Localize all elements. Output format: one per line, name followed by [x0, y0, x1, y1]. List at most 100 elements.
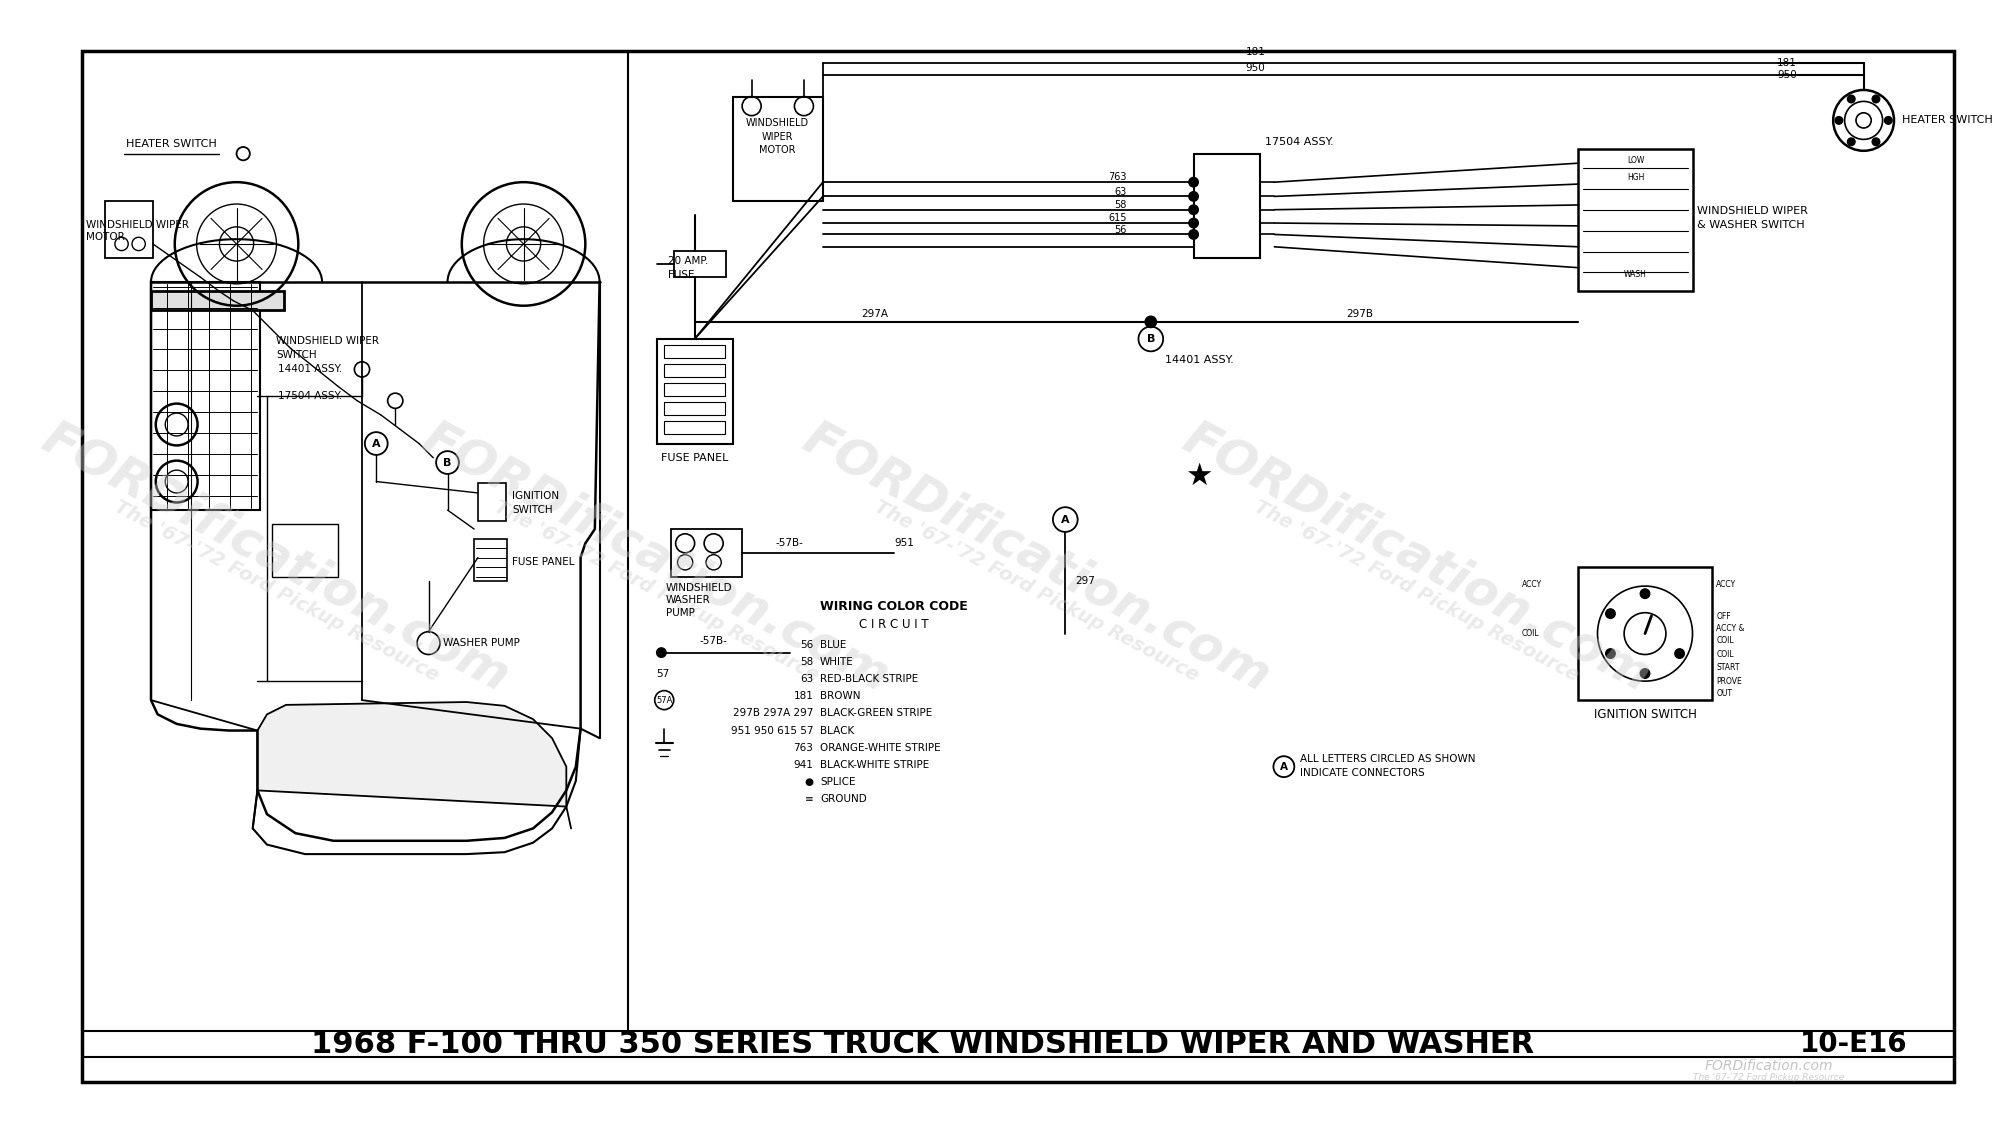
- Circle shape: [1848, 96, 1856, 102]
- Text: 57: 57: [656, 669, 670, 679]
- Text: INDICATE CONNECTORS: INDICATE CONNECTORS: [1300, 769, 1424, 779]
- Circle shape: [1836, 117, 1842, 124]
- Bar: [674, 250, 726, 277]
- Text: ORANGE-WHITE STRIPE: ORANGE-WHITE STRIPE: [820, 742, 940, 753]
- Text: FORDification.com: FORDification.com: [1176, 414, 1658, 702]
- Circle shape: [1188, 230, 1198, 239]
- Bar: [664, 421, 726, 434]
- Text: HEATER SWITCH: HEATER SWITCH: [126, 139, 218, 149]
- Text: 181: 181: [1778, 58, 1798, 68]
- Text: START: START: [1716, 663, 1740, 672]
- Text: BLUE: BLUE: [820, 640, 846, 650]
- Text: WINDSHIELD WIPER: WINDSHIELD WIPER: [1698, 206, 1808, 216]
- Text: IGNITION SWITCH: IGNITION SWITCH: [1594, 708, 1696, 721]
- Text: 950: 950: [1778, 69, 1798, 80]
- Text: FORDification.com: FORDification.com: [34, 414, 518, 702]
- Text: MOTOR: MOTOR: [86, 232, 126, 242]
- Text: ACCY: ACCY: [1522, 580, 1542, 589]
- Text: 57A: 57A: [656, 696, 672, 705]
- Circle shape: [1146, 316, 1156, 327]
- Bar: [1578, 567, 1712, 700]
- Text: WINDSHIELD: WINDSHIELD: [666, 583, 732, 594]
- Text: SWITCH: SWITCH: [512, 505, 552, 515]
- Text: FUSE PANEL: FUSE PANEL: [660, 453, 728, 463]
- Text: WHITE: WHITE: [820, 657, 854, 667]
- Text: 20 AMP.: 20 AMP.: [668, 256, 708, 266]
- Text: The '67-'72 Ford Pickup Resource: The '67-'72 Ford Pickup Resource: [1252, 497, 1582, 684]
- Bar: [272, 524, 338, 576]
- Text: FUSE PANEL: FUSE PANEL: [512, 557, 574, 567]
- Text: 297B: 297B: [1346, 309, 1374, 319]
- Text: FORDification.com: FORDification.com: [794, 414, 1278, 702]
- Text: WINDSHIELD WIPER: WINDSHIELD WIPER: [276, 335, 380, 346]
- Text: WASHER PUMP: WASHER PUMP: [442, 638, 520, 648]
- Text: 941: 941: [794, 760, 814, 770]
- Text: HGH: HGH: [1626, 173, 1644, 182]
- Bar: [664, 383, 726, 396]
- Text: ★: ★: [1184, 463, 1212, 491]
- Text: COIL: COIL: [1716, 636, 1734, 645]
- Text: A: A: [1060, 515, 1070, 524]
- Text: WIRING COLOR CODE: WIRING COLOR CODE: [820, 600, 968, 614]
- Circle shape: [1884, 117, 1892, 124]
- Bar: [1194, 153, 1260, 258]
- Text: FORDification.com: FORDification.com: [414, 414, 898, 702]
- Text: 1968 F-100 THRU 350 SERIES TRUCK WINDSHIELD WIPER AND WASHER: 1968 F-100 THRU 350 SERIES TRUCK WINDSHI…: [312, 1030, 1534, 1059]
- Bar: [732, 97, 822, 201]
- Circle shape: [1188, 205, 1198, 215]
- Circle shape: [1606, 649, 1616, 658]
- Text: 58: 58: [1114, 200, 1128, 210]
- Circle shape: [1188, 192, 1198, 201]
- Text: 297A: 297A: [862, 309, 888, 319]
- Bar: [664, 364, 726, 377]
- Text: GROUND: GROUND: [820, 794, 866, 804]
- Text: 763: 763: [1108, 173, 1128, 182]
- Text: 63: 63: [1114, 186, 1128, 197]
- Text: 10-E16: 10-E16: [1800, 1030, 1908, 1059]
- Text: -57B-: -57B-: [776, 538, 804, 548]
- Text: ≡: ≡: [804, 794, 814, 804]
- Circle shape: [1640, 669, 1650, 679]
- Text: & WASHER SWITCH: & WASHER SWITCH: [1698, 219, 1804, 230]
- Text: -57B-: -57B-: [700, 637, 728, 646]
- Text: OUT: OUT: [1716, 689, 1732, 698]
- Text: C I R C U I T: C I R C U I T: [860, 617, 930, 631]
- Text: 58: 58: [800, 657, 814, 667]
- Circle shape: [1674, 649, 1684, 658]
- Text: The '67-'72 Ford Pickup Resource: The '67-'72 Ford Pickup Resource: [872, 497, 1202, 684]
- Circle shape: [1606, 609, 1616, 619]
- Text: WASHER: WASHER: [666, 596, 710, 605]
- Text: A: A: [1280, 762, 1288, 772]
- Text: B: B: [444, 457, 452, 467]
- Circle shape: [1640, 589, 1650, 598]
- Text: A: A: [372, 439, 380, 448]
- Circle shape: [1188, 218, 1198, 227]
- Bar: [664, 401, 726, 415]
- Text: ACCY &: ACCY &: [1716, 624, 1744, 633]
- Text: 181: 181: [794, 691, 814, 702]
- Text: OFF: OFF: [1716, 612, 1730, 621]
- Text: ALL LETTERS CIRCLED AS SHOWN: ALL LETTERS CIRCLED AS SHOWN: [1300, 754, 1476, 764]
- Circle shape: [1848, 138, 1856, 146]
- Text: 950: 950: [1246, 64, 1266, 73]
- Text: 14401 ASSY.: 14401 ASSY.: [1166, 355, 1234, 365]
- Bar: [656, 339, 732, 443]
- Text: 63: 63: [800, 674, 814, 684]
- Text: BLACK-WHITE STRIPE: BLACK-WHITE STRIPE: [820, 760, 930, 770]
- Text: BROWN: BROWN: [820, 691, 860, 702]
- Circle shape: [656, 648, 666, 657]
- Text: RED-BLACK STRIPE: RED-BLACK STRIPE: [820, 674, 918, 684]
- Text: FUSE: FUSE: [668, 271, 694, 281]
- Text: WASH: WASH: [1624, 269, 1646, 279]
- Text: PROVE: PROVE: [1716, 677, 1742, 686]
- Text: IGNITION: IGNITION: [512, 491, 560, 500]
- Bar: [664, 345, 726, 358]
- Text: 951: 951: [894, 538, 914, 548]
- Text: 56: 56: [1114, 225, 1128, 234]
- Circle shape: [1188, 177, 1198, 186]
- Text: B: B: [1146, 334, 1156, 345]
- Circle shape: [1872, 138, 1880, 146]
- Text: WINDSHIELD: WINDSHIELD: [746, 118, 808, 128]
- Text: 56: 56: [800, 640, 814, 650]
- Bar: [474, 539, 508, 581]
